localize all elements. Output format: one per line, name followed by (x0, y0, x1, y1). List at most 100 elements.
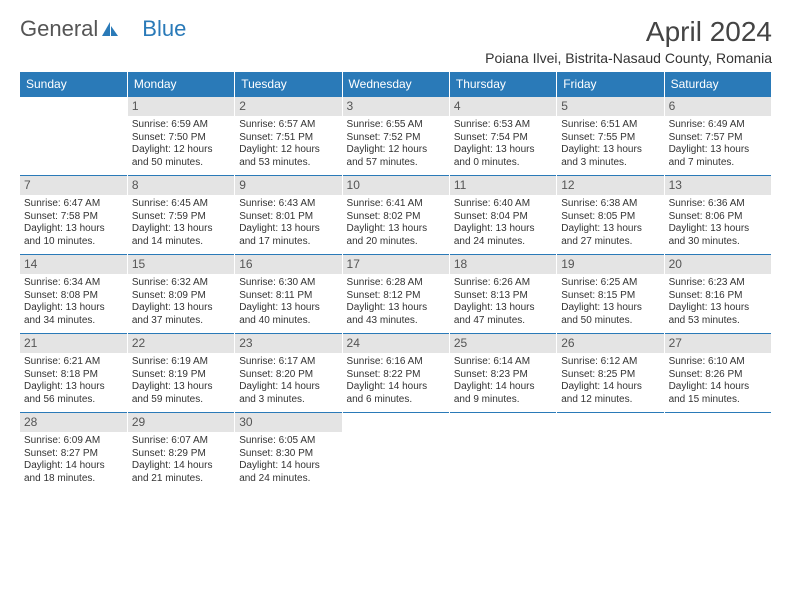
calendar-week-row: 21Sunrise: 6:21 AMSunset: 8:18 PMDayligh… (20, 333, 772, 412)
day-number: 21 (20, 333, 127, 353)
day-number: 20 (665, 254, 771, 274)
sunrise-text: Sunrise: 6:47 AM (24, 198, 123, 211)
daylight-text: Daylight: 13 hours (24, 302, 123, 315)
sunset-text: Sunset: 8:18 PM (24, 369, 123, 382)
calendar-head: SundayMondayTuesdayWednesdayThursdayFrid… (20, 72, 772, 96)
calendar-cell: 25Sunrise: 6:14 AMSunset: 8:23 PMDayligh… (449, 333, 556, 412)
daylight-text: and 10 minutes. (24, 236, 123, 249)
daylight-text: and 50 minutes. (132, 157, 230, 170)
day-number: 10 (343, 175, 449, 195)
sunset-text: Sunset: 8:29 PM (132, 448, 230, 461)
sunset-text: Sunset: 8:27 PM (24, 448, 123, 461)
calendar-cell: 10Sunrise: 6:41 AMSunset: 8:02 PMDayligh… (342, 175, 449, 254)
sunrise-text: Sunrise: 6:14 AM (454, 356, 552, 369)
sunset-text: Sunset: 8:05 PM (561, 211, 659, 224)
sunset-text: Sunset: 8:20 PM (239, 369, 337, 382)
day-number: 9 (235, 175, 341, 195)
daylight-text: Daylight: 13 hours (24, 223, 123, 236)
daylight-text: and 12 minutes. (561, 394, 659, 407)
day-number (557, 412, 663, 432)
sunrise-text: Sunrise: 6:43 AM (239, 198, 337, 211)
sunset-text: Sunset: 7:59 PM (132, 211, 230, 224)
sunrise-text: Sunrise: 6:53 AM (454, 119, 552, 132)
daylight-text: and 21 minutes. (132, 473, 230, 486)
daylight-text: Daylight: 14 hours (454, 381, 552, 394)
daylight-text: Daylight: 14 hours (561, 381, 659, 394)
daylight-text: and 34 minutes. (24, 315, 123, 328)
daylight-text: Daylight: 14 hours (669, 381, 767, 394)
daylight-text: Daylight: 14 hours (132, 460, 230, 473)
weekday-header: Thursday (449, 72, 556, 96)
sunrise-text: Sunrise: 6:34 AM (24, 277, 123, 290)
daylight-text: Daylight: 13 hours (132, 223, 230, 236)
daylight-text: and 30 minutes. (669, 236, 767, 249)
sunrise-text: Sunrise: 6:30 AM (239, 277, 337, 290)
day-number: 28 (20, 412, 127, 432)
daylight-text: and 57 minutes. (347, 157, 445, 170)
calendar-cell: 9 Sunrise: 6:43 AMSunset: 8:01 PMDaylight… (235, 175, 342, 254)
daylight-text: and 17 minutes. (239, 236, 337, 249)
sunrise-text: Sunrise: 6:05 AM (239, 435, 337, 448)
daylight-text: Daylight: 13 hours (24, 381, 123, 394)
daylight-text: Daylight: 13 hours (132, 381, 230, 394)
calendar-cell: 15Sunrise: 6:32 AMSunset: 8:09 PMDayligh… (127, 254, 234, 333)
calendar-cell: 27Sunrise: 6:10 AMSunset: 8:26 PMDayligh… (664, 333, 771, 412)
calendar-cell: 21Sunrise: 6:21 AMSunset: 8:18 PMDayligh… (20, 333, 127, 412)
calendar-week-row: 7Sunrise: 6:47 AMSunset: 7:58 PMDaylight… (20, 175, 772, 254)
day-number: 19 (557, 254, 663, 274)
daylight-text: and 47 minutes. (454, 315, 552, 328)
sunrise-text: Sunrise: 6:07 AM (132, 435, 230, 448)
calendar-cell: 12Sunrise: 6:38 AMSunset: 8:05 PMDayligh… (557, 175, 664, 254)
sunrise-text: Sunrise: 6:36 AM (669, 198, 767, 211)
calendar-cell: 14Sunrise: 6:34 AMSunset: 8:08 PMDayligh… (20, 254, 127, 333)
sunrise-text: Sunrise: 6:17 AM (239, 356, 337, 369)
daylight-text: Daylight: 13 hours (239, 223, 337, 236)
calendar-cell (342, 412, 449, 491)
day-number: 16 (235, 254, 341, 274)
sunset-text: Sunset: 8:26 PM (669, 369, 767, 382)
sunset-text: Sunset: 7:52 PM (347, 132, 445, 145)
sunrise-text: Sunrise: 6:23 AM (669, 277, 767, 290)
month-title: April 2024 (485, 16, 772, 48)
day-number (343, 412, 449, 432)
calendar-cell: 16Sunrise: 6:30 AMSunset: 8:11 PMDayligh… (235, 254, 342, 333)
day-number: 8 (128, 175, 234, 195)
logo: General Blue (20, 16, 186, 42)
daylight-text: and 59 minutes. (132, 394, 230, 407)
daylight-text: Daylight: 13 hours (669, 302, 767, 315)
sunrise-text: Sunrise: 6:38 AM (561, 198, 659, 211)
sunset-text: Sunset: 7:50 PM (132, 132, 230, 145)
day-number: 18 (450, 254, 556, 274)
calendar-cell: 17Sunrise: 6:28 AMSunset: 8:12 PMDayligh… (342, 254, 449, 333)
sunrise-text: Sunrise: 6:57 AM (239, 119, 337, 132)
logo-text-1: General (20, 16, 98, 42)
sunrise-text: Sunrise: 6:26 AM (454, 277, 552, 290)
sunset-text: Sunset: 7:54 PM (454, 132, 552, 145)
daylight-text: Daylight: 13 hours (454, 144, 552, 157)
day-number: 22 (128, 333, 234, 353)
day-number: 11 (450, 175, 556, 195)
sunrise-text: Sunrise: 6:12 AM (561, 356, 659, 369)
day-number: 26 (557, 333, 663, 353)
daylight-text: Daylight: 13 hours (347, 223, 445, 236)
day-number: 24 (343, 333, 449, 353)
daylight-text: Daylight: 14 hours (347, 381, 445, 394)
calendar-cell: 2Sunrise: 6:57 AMSunset: 7:51 PMDaylight… (235, 96, 342, 175)
weekday-header: Saturday (664, 72, 771, 96)
daylight-text: and 0 minutes. (454, 157, 552, 170)
sunset-text: Sunset: 8:12 PM (347, 290, 445, 303)
daylight-text: and 20 minutes. (347, 236, 445, 249)
page-header: General Blue April 2024 Poiana Ilvei, Bi… (20, 16, 772, 66)
sunset-text: Sunset: 8:25 PM (561, 369, 659, 382)
daylight-text: and 9 minutes. (454, 394, 552, 407)
weekday-header: Wednesday (342, 72, 449, 96)
title-block: April 2024 Poiana Ilvei, Bistrita-Nasaud… (485, 16, 772, 66)
sunset-text: Sunset: 7:58 PM (24, 211, 123, 224)
daylight-text: and 18 minutes. (24, 473, 123, 486)
sunset-text: Sunset: 8:13 PM (454, 290, 552, 303)
daylight-text: Daylight: 13 hours (132, 302, 230, 315)
day-number: 27 (665, 333, 771, 353)
day-number: 30 (235, 412, 341, 432)
sunset-text: Sunset: 8:01 PM (239, 211, 337, 224)
calendar-cell: 30Sunrise: 6:05 AMSunset: 8:30 PMDayligh… (235, 412, 342, 491)
